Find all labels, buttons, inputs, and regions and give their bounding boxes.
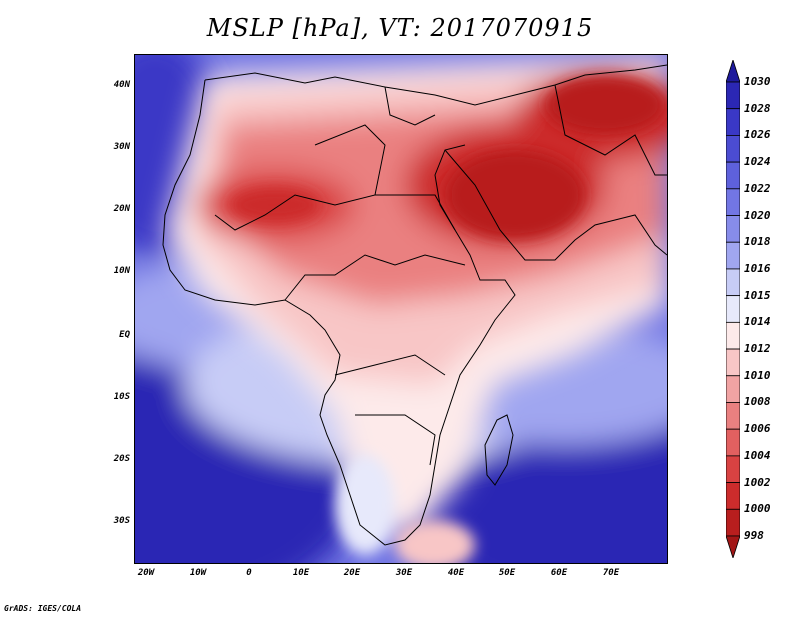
lat-label-40n: 40N — [113, 80, 130, 90]
colorbar-level-label: 1018 — [744, 235, 771, 249]
colorbar — [726, 60, 740, 558]
lon-label-60e: 60E — [550, 568, 568, 578]
colorbar-box — [726, 108, 740, 136]
colorbar-level-label: 1010 — [744, 368, 771, 382]
lon-label-30e: 30E — [395, 568, 413, 578]
map-title: MSLP [hPa], VT: 2017070915 — [206, 14, 594, 42]
colorbar-level-label: 1028 — [744, 101, 771, 115]
lon-label-50e: 50E — [498, 568, 516, 578]
lat-label-20s: 20S — [113, 454, 130, 464]
lon-label-40e: 40E — [447, 568, 465, 578]
colorbar-box — [726, 455, 740, 483]
pressure-field-svg — [135, 55, 667, 563]
colorbar-bottom-arrow — [726, 535, 740, 558]
lon-label-10e: 10E — [292, 568, 310, 578]
colorbar-box — [726, 348, 740, 377]
colorbar-box — [726, 508, 740, 537]
colorbar-box — [726, 402, 740, 430]
colorbar-box — [726, 428, 740, 457]
colorbar-box — [726, 482, 740, 510]
colorbar-level-label: 1024 — [744, 155, 771, 169]
grads-credit: GrADS: IGES/COLA — [4, 604, 82, 613]
colorbar-level-label: 1015 — [744, 288, 771, 302]
colorbar-box — [726, 161, 740, 190]
colorbar-box — [726, 241, 740, 270]
lat-label-30s: 30S — [113, 516, 130, 526]
lon-label-70e: 70E — [602, 568, 620, 578]
colorbar-level-label: 1002 — [744, 475, 771, 489]
colorbar-top-arrow — [726, 60, 740, 83]
colorbar-level-label: 1012 — [744, 342, 771, 356]
colorbar-box — [726, 268, 740, 297]
lon-label-0: 0 — [246, 568, 252, 578]
colorbar-level-label: 1008 — [744, 395, 771, 409]
colorbar-level-label: 1004 — [744, 448, 771, 462]
lon-label-20e: 20E — [343, 568, 361, 578]
coastline-lines — [162, 64, 667, 546]
colorbar-level-label: 1026 — [744, 128, 771, 142]
colorbar-level-label: 1006 — [744, 422, 771, 436]
colorbar-level-label: 1020 — [744, 208, 771, 222]
lat-label-20n: 20N — [113, 204, 130, 214]
colorbar-box — [726, 321, 740, 350]
colorbar-box — [726, 188, 740, 216]
colorbar-box — [726, 215, 740, 243]
colorbar-level-label: 998 — [744, 529, 764, 542]
lat-label-10n: 10N — [113, 266, 130, 276]
pressure-map — [134, 54, 668, 564]
colorbar-level-label: 1022 — [744, 181, 771, 195]
lat-label-10s: 10S — [113, 392, 130, 402]
colorbar-box — [726, 81, 740, 110]
colorbar-level-label: 1000 — [744, 502, 771, 516]
lon-label-20w: 20W — [137, 568, 155, 578]
colorbar-level-label: 1030 — [744, 75, 771, 88]
lat-label-eq: EQ — [119, 330, 130, 340]
colorbar-level-label: 1014 — [744, 315, 771, 329]
lat-label-30n: 30N — [113, 142, 130, 152]
colorbar-level-label: 1016 — [744, 261, 771, 275]
lon-label-10w: 10W — [189, 568, 207, 578]
colorbar-box — [726, 295, 740, 323]
colorbar-box — [726, 135, 740, 163]
colorbar-box — [726, 375, 740, 403]
